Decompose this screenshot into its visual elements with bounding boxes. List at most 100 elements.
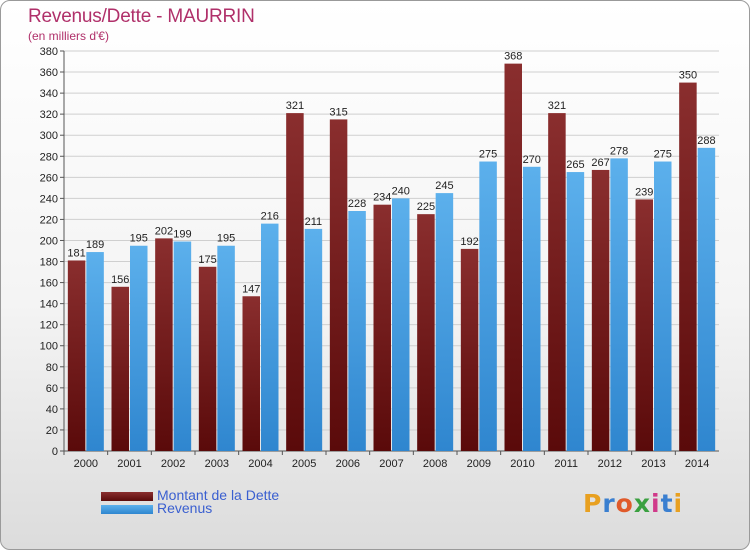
logo-letter: i xyxy=(651,489,661,518)
data-label-revenue: 195 xyxy=(130,233,148,245)
data-label-debt: 175 xyxy=(198,254,216,266)
bar-revenue xyxy=(217,245,235,451)
y-tick-label: 20 xyxy=(46,425,58,437)
logo-letter: i xyxy=(673,489,684,518)
y-tick-label: 380 xyxy=(40,46,58,58)
legend-swatch-revenue xyxy=(101,505,153,514)
bar-revenue xyxy=(173,241,192,451)
bar-revenue xyxy=(654,161,672,452)
data-label-debt: 321 xyxy=(286,100,304,112)
data-label-debt: 234 xyxy=(373,192,391,204)
y-tick-label: 160 xyxy=(40,278,58,290)
data-label-revenue: 278 xyxy=(610,145,628,157)
bar-debt xyxy=(504,63,522,451)
data-label-debt: 147 xyxy=(242,283,260,295)
x-tick-label: 2006 xyxy=(336,458,360,470)
data-label-revenue: 288 xyxy=(697,135,715,147)
y-tick-label: 40 xyxy=(46,404,58,416)
data-label-debt: 267 xyxy=(591,157,609,169)
data-label-revenue: 199 xyxy=(173,229,191,241)
x-tick-label: 2012 xyxy=(598,458,622,470)
data-label-revenue: 211 xyxy=(305,216,323,228)
data-label-debt: 156 xyxy=(111,274,129,286)
data-label-revenue: 195 xyxy=(217,233,235,245)
y-tick-label: 180 xyxy=(40,257,58,269)
y-tick-label: 140 xyxy=(40,299,58,311)
bar-revenue xyxy=(479,161,497,452)
x-tick-label: 2005 xyxy=(292,458,316,470)
bar-debt xyxy=(286,113,304,452)
legend-swatch-debt xyxy=(101,492,153,501)
bar-revenue xyxy=(697,147,716,451)
data-label-revenue: 245 xyxy=(435,180,453,192)
bar-debt xyxy=(242,296,260,451)
bar-debt xyxy=(679,82,697,451)
axes: 0 20 40 60 80 100 120 140 160 180 200 220 240 260 280 3… xyxy=(40,46,719,470)
bar-debt xyxy=(155,238,173,451)
y-tick-label: 300 xyxy=(40,130,58,142)
logo-letter: r xyxy=(602,489,616,518)
x-tick-label: 2004 xyxy=(248,458,272,470)
data-label-debt: 350 xyxy=(679,70,697,82)
y-tick-label: 240 xyxy=(40,193,58,205)
data-label-debt: 202 xyxy=(155,225,173,237)
y-tick-label: 340 xyxy=(40,88,58,100)
bar-revenue xyxy=(435,193,454,451)
data-label-revenue: 228 xyxy=(348,198,366,210)
bar-revenue xyxy=(348,211,366,451)
data-label-debt: 192 xyxy=(460,236,478,248)
y-tick-label: 120 xyxy=(40,320,58,332)
bar-debt xyxy=(198,266,217,451)
bar-debt xyxy=(635,199,653,451)
y-tick-label: 60 xyxy=(46,383,58,395)
logo-letter: P xyxy=(583,489,603,518)
legend-label-revenue: Revenus xyxy=(157,500,213,516)
logo-letter: t xyxy=(660,489,674,518)
y-tick-label: 200 xyxy=(40,235,58,247)
bar-revenue xyxy=(523,166,541,451)
x-tick-label: 2002 xyxy=(161,458,185,470)
bar-revenue xyxy=(86,252,104,451)
y-tick-label: 80 xyxy=(46,362,58,374)
chart-subtitle: (en milliers d'€) xyxy=(28,29,109,43)
x-tick-label: 2010 xyxy=(510,458,534,470)
x-tick-label: 2008 xyxy=(423,458,447,470)
data-label-revenue: 240 xyxy=(392,185,410,197)
x-tick-label: 2011 xyxy=(554,458,578,470)
data-label-revenue: 275 xyxy=(479,149,497,161)
x-tick-label: 2013 xyxy=(641,458,665,470)
bars xyxy=(67,63,716,452)
x-tick-label: 2009 xyxy=(467,458,491,470)
y-tick-label: 100 xyxy=(40,341,58,353)
logo-letter: o xyxy=(615,489,634,518)
bar-debt xyxy=(548,113,566,452)
bar-revenue xyxy=(304,228,323,451)
bar-debt xyxy=(373,204,391,451)
y-tick-label: 280 xyxy=(40,151,58,163)
data-label-debt: 315 xyxy=(329,106,347,118)
chart-title: Revenus/Dette - MAURRIN xyxy=(28,6,255,27)
data-label-debt: 181 xyxy=(67,247,85,259)
bar-revenue xyxy=(610,158,628,452)
y-tick-label: 260 xyxy=(40,172,58,184)
x-tick-label: 2007 xyxy=(379,458,403,470)
x-tick-label: 2014 xyxy=(685,458,709,470)
bar-debt xyxy=(329,119,348,451)
x-tick-label: 2000 xyxy=(74,458,98,470)
bar-debt xyxy=(591,169,610,451)
logo-letter: x xyxy=(633,489,651,518)
data-label-debt: 368 xyxy=(504,51,522,63)
grid-lines xyxy=(64,50,719,452)
data-label-revenue: 216 xyxy=(261,211,279,223)
data-label-revenue: 270 xyxy=(523,154,541,166)
data-label-debt: 321 xyxy=(548,100,566,112)
x-tick-label: 2003 xyxy=(205,458,229,470)
bar-revenue xyxy=(261,223,279,451)
data-label-debt: 225 xyxy=(417,201,435,213)
bar-revenue xyxy=(392,198,410,451)
bar-debt xyxy=(417,214,435,451)
data-label-revenue: 275 xyxy=(654,149,672,161)
data-label-debt: 239 xyxy=(635,186,653,198)
